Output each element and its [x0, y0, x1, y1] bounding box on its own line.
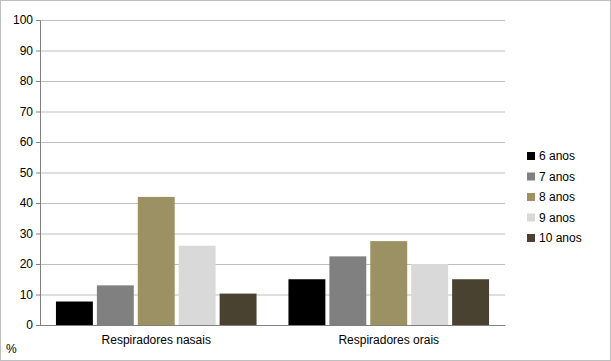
- plot: 0 10 20 30 40 50 60 70 80 90 100 Respiradores nasai…: [13, 13, 506, 346]
- tick-label: 0: [26, 318, 33, 332]
- tick-mark: [36, 203, 40, 204]
- bar: [411, 264, 448, 325]
- legend-item: 7 anos: [527, 170, 575, 184]
- grid: [40, 21, 505, 326]
- tick-label: 10: [20, 288, 34, 302]
- bar: [138, 197, 175, 325]
- legend-label: 10 anos: [539, 231, 582, 245]
- tick: 60: [20, 135, 40, 149]
- legend-item: 6 anos: [527, 149, 575, 163]
- grid-line: [40, 203, 505, 204]
- tick-mark: [36, 51, 40, 52]
- y-axis-title: %: [6, 342, 17, 356]
- legend-swatch: [527, 152, 535, 160]
- tick-mark: [36, 20, 40, 21]
- tick-mark: [36, 234, 40, 235]
- tick-mark: [36, 112, 40, 113]
- bar: [288, 279, 325, 325]
- legend-swatch: [527, 234, 535, 242]
- grid-line: [40, 325, 505, 326]
- tick: 40: [20, 196, 40, 210]
- chart: 0 10 20 30 40 50 60 70 80 90 100 Respiradores nasai…: [0, 0, 611, 361]
- tick: 10: [20, 288, 40, 302]
- bar: [179, 246, 216, 325]
- tick: 20: [20, 257, 40, 271]
- tick: Respiradores nasais: [102, 325, 211, 347]
- tick-mark: [36, 264, 40, 265]
- tick-label: 60: [20, 135, 34, 149]
- y-axis: 0 10 20 30 40 50 60 70 80 90 100: [13, 13, 41, 332]
- tick-label: 50: [20, 166, 34, 180]
- legend-label: 6 anos: [539, 149, 575, 163]
- tick-label: 30: [20, 227, 34, 241]
- chart-frame: [1, 1, 611, 361]
- bar: [370, 241, 407, 325]
- grid-line: [40, 20, 505, 21]
- legend: 6 anos 7 anos 8 anos 9 anos 10 anos: [527, 149, 582, 245]
- grid-line: [40, 112, 505, 113]
- legend-label: 9 anos: [539, 211, 575, 225]
- legend-item: 9 anos: [527, 211, 575, 225]
- bar: [329, 256, 366, 325]
- tick: 70: [20, 105, 40, 119]
- tick: 30: [20, 227, 40, 241]
- legend-label: 7 anos: [539, 170, 575, 184]
- bar: [220, 294, 257, 325]
- legend-item: 10 anos: [527, 231, 582, 245]
- x-axis: Respiradores nasais Respiradores orais: [41, 325, 506, 347]
- tick-mark: [36, 325, 40, 326]
- bar: [56, 302, 93, 325]
- bars: [56, 197, 489, 325]
- tick-mark: [36, 295, 40, 296]
- legend-swatch: [527, 214, 535, 222]
- y-axis-line: [36, 21, 41, 326]
- tick-label: Respiradores nasais: [102, 333, 211, 347]
- tick-label: 20: [20, 257, 34, 271]
- legend-swatch: [527, 173, 535, 181]
- tick-label: 90: [20, 44, 34, 58]
- tick: 0: [26, 318, 40, 332]
- grid-line: [40, 234, 505, 235]
- grid-line: [40, 51, 505, 52]
- grid-line: [40, 81, 505, 82]
- tick-label: 100: [13, 13, 33, 27]
- bar: [97, 285, 134, 325]
- grid-line: [40, 173, 505, 174]
- tick: 80: [20, 74, 40, 88]
- x-axis-line: [41, 325, 506, 326]
- grid-line: [40, 142, 505, 143]
- tick: 50: [20, 166, 40, 180]
- tick-label: 80: [20, 74, 34, 88]
- legend-item: 8 anos: [527, 190, 575, 204]
- tick-label: 40: [20, 196, 34, 210]
- tick: 100: [13, 13, 40, 27]
- tick-label: 70: [20, 105, 34, 119]
- tick: 90: [20, 44, 40, 58]
- tick-label: Respiradores orais: [338, 333, 439, 347]
- legend-swatch: [527, 193, 535, 201]
- tick-mark: [36, 81, 40, 82]
- legend-label: 8 anos: [539, 190, 575, 204]
- tick-mark: [36, 173, 40, 174]
- tick-mark: [36, 142, 40, 143]
- bar: [452, 279, 489, 325]
- tick: Respiradores orais: [338, 325, 439, 347]
